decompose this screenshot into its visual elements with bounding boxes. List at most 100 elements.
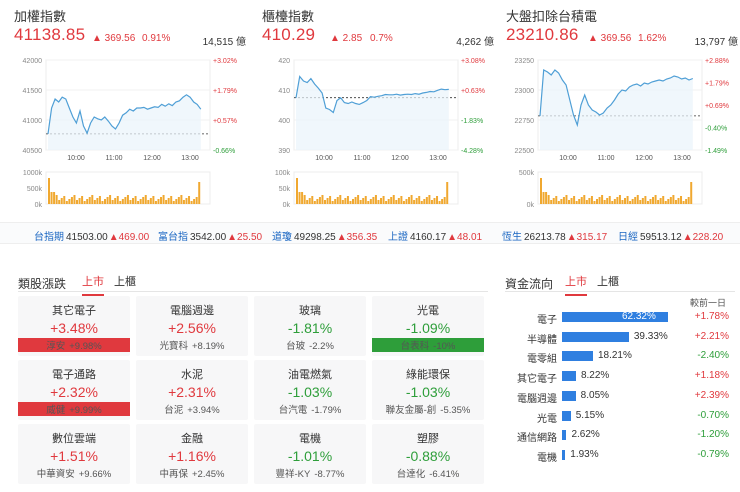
ticker-item[interactable]: 道瓊 49298.25▲356.35: [272, 228, 377, 243]
volume-bar: [369, 199, 372, 204]
index-panel-otc[interactable]: 櫃檯指數 410.29 ▲ 2.85 0.7% 4,262 億 420 410 40…: [262, 6, 494, 216]
tab-otc[interactable]: 上櫃: [597, 276, 619, 288]
volume-bar: [114, 198, 117, 204]
index-pct: 0.7%: [370, 33, 393, 44]
index-panel-ex-tsmc[interactable]: 大盤扣除台積電 23210.86 ▲ 369.56 1.62% 13,797 億…: [506, 6, 738, 216]
sector-name: 其它電子: [52, 305, 96, 317]
ticker-name: 台指期: [34, 232, 64, 243]
ticker-item[interactable]: 富台指 3542.00▲25.50: [158, 228, 262, 243]
volume-tick-label: 100k: [275, 170, 291, 177]
volume-bar: [634, 197, 637, 204]
volume-bar: [685, 199, 688, 204]
sector-pct: +3.48%: [50, 320, 98, 336]
top-stock-name: 中再保: [159, 469, 188, 480]
index-panel-taiex[interactable]: 加權指數 41138.85 ▲ 369.56 0.91% 14,515 億 42…: [14, 6, 246, 216]
fund-flow-row[interactable]: 電機 1.93% -0.79%: [505, 447, 735, 464]
volume-bar: [318, 197, 321, 204]
intraday-chart: 23250 23000 22750 22500 +2.88% +1.79% +0.69% -0…: [515, 58, 729, 209]
sector-tile[interactable]: 電子通路 +2.32% 威健 +9.99%: [18, 360, 130, 420]
volume-bar: [601, 195, 604, 204]
sector-header: 類股漲跌 上市 上櫃: [18, 268, 488, 296]
sector-tile[interactable]: 油電燃氣 -1.03% 台汽電 -1.79%: [254, 360, 366, 420]
fund-flow-row[interactable]: 電子 62.32% +1.78%: [505, 309, 735, 326]
fund-flow-column-header: 較前一日: [690, 298, 727, 308]
volume-bar: [167, 198, 170, 204]
fund-flow-name: 電腦週邊: [517, 393, 557, 405]
volume-bar: [65, 201, 68, 204]
pct-tick-label: +3.08%: [461, 58, 485, 65]
price-line: [295, 75, 449, 114]
volume-bar: [154, 201, 157, 204]
sector-name: 光電: [417, 305, 439, 317]
ticker-item[interactable]: 上證 4160.17▲48.01: [388, 228, 482, 243]
ticker-item[interactable]: 恆生 26213.78▲315.17: [502, 228, 607, 243]
volume-bar: [598, 197, 601, 204]
volume-bar: [626, 196, 629, 204]
sector-name: 金融: [181, 433, 203, 445]
index-title: 加權指數: [14, 9, 67, 24]
sector-tile[interactable]: 玻璃 -1.81% 台玻 -2.2%: [254, 296, 366, 356]
sector-pct: +1.51%: [50, 448, 98, 464]
sector-pct: +2.32%: [50, 384, 98, 400]
volume-bar: [374, 195, 377, 204]
sector-tile[interactable]: 數位雲端 +1.51% 中華資安 +9.66%: [18, 424, 130, 484]
fund-flow-row[interactable]: 光電 5.15% -0.70%: [505, 408, 735, 425]
volume-bar: [48, 178, 50, 204]
volume-tick-label: 1000k: [23, 170, 43, 177]
tab-otc[interactable]: 上櫃: [114, 276, 136, 288]
volume-bar: [557, 201, 560, 204]
ticker-item[interactable]: 日經 59513.12▲228.20: [618, 228, 723, 243]
fund-flow-bar: [562, 410, 571, 421]
sector-pct: -1.09%: [405, 320, 451, 336]
volume-bar: [198, 182, 201, 204]
volume-bar: [377, 200, 380, 204]
volume-bar: [177, 197, 180, 204]
sector-tile[interactable]: 電機 -1.01% 豐祥-KY -8.77%: [254, 424, 366, 484]
volume-bar: [659, 198, 662, 204]
ticker-item[interactable]: 台指期 41503.00▲469.00: [34, 228, 149, 243]
top-stock-name: 豐祥-KY: [275, 469, 311, 480]
sector-name: 塑膠: [417, 433, 439, 445]
volume-bar: [352, 199, 355, 204]
volume-bar: [104, 199, 107, 204]
volume-bar: [53, 192, 56, 204]
sector-tile[interactable]: 金融 +1.16% 中再保 +2.45%: [136, 424, 248, 484]
top-stock: 台玻 -2.2%: [254, 338, 366, 352]
volume-bar: [415, 198, 418, 204]
fund-flow-row[interactable]: 電腦週邊 8.05% +2.39%: [505, 388, 735, 405]
fund-flow-row[interactable]: 其它電子 8.22% +1.18%: [505, 368, 735, 385]
fund-flow-bar: [562, 390, 576, 401]
top-stock-pct: +8.19%: [192, 341, 225, 352]
sector-tile[interactable]: 綠能環保 -1.03% 聯友金屬-創 -5.35%: [372, 360, 484, 420]
volume-bar: [160, 197, 163, 204]
fund-flow-row[interactable]: 通信網路 2.62% -1.20%: [505, 427, 735, 444]
top-stock-name: 威健: [46, 405, 66, 416]
tab-listed[interactable]: 上市: [565, 273, 587, 296]
sector-tile[interactable]: 塑膠 -0.88% 台達化 -6.41%: [372, 424, 484, 484]
volume-bar: [68, 199, 71, 204]
fund-flow-row[interactable]: 半導體 39.33% +2.21%: [505, 329, 735, 346]
tab-listed[interactable]: 上市: [82, 273, 104, 296]
volume-bar: [547, 195, 550, 204]
volume-bar: [690, 182, 693, 204]
sector-tile[interactable]: 其它電子 +3.48% 淳安 +9.98%: [18, 296, 130, 356]
sector-tile[interactable]: 光電 -1.09% 台表科 -10%: [372, 296, 484, 356]
index-pct: 1.62%: [638, 33, 667, 44]
volume-bar: [313, 201, 316, 204]
fund-flow-row[interactable]: 電零組 18.21% -2.40%: [505, 348, 735, 365]
sector-tile[interactable]: 水泥 +2.31% 台泥 +3.94%: [136, 360, 248, 420]
sector-name: 油電燃氣: [288, 369, 332, 381]
volume-bar: [545, 192, 548, 204]
index-change: ▲ 2.85: [330, 33, 363, 44]
top-stock-name: 台表科: [400, 341, 430, 352]
volume-tick-label: 0k: [35, 202, 43, 209]
volume-bar: [336, 197, 339, 204]
volume-bar: [669, 197, 672, 204]
sector-name: 電子通路: [52, 369, 96, 381]
fund-flow-pct: 1.93%: [570, 448, 599, 460]
volume-bar: [119, 201, 122, 204]
top-stock: 中華資安 +9.66%: [18, 466, 130, 480]
sector-tile[interactable]: 電腦週邊 +2.56% 光寶科 +8.19%: [136, 296, 248, 356]
volume-bar: [354, 197, 357, 204]
section-title: 資金流向: [505, 277, 554, 291]
